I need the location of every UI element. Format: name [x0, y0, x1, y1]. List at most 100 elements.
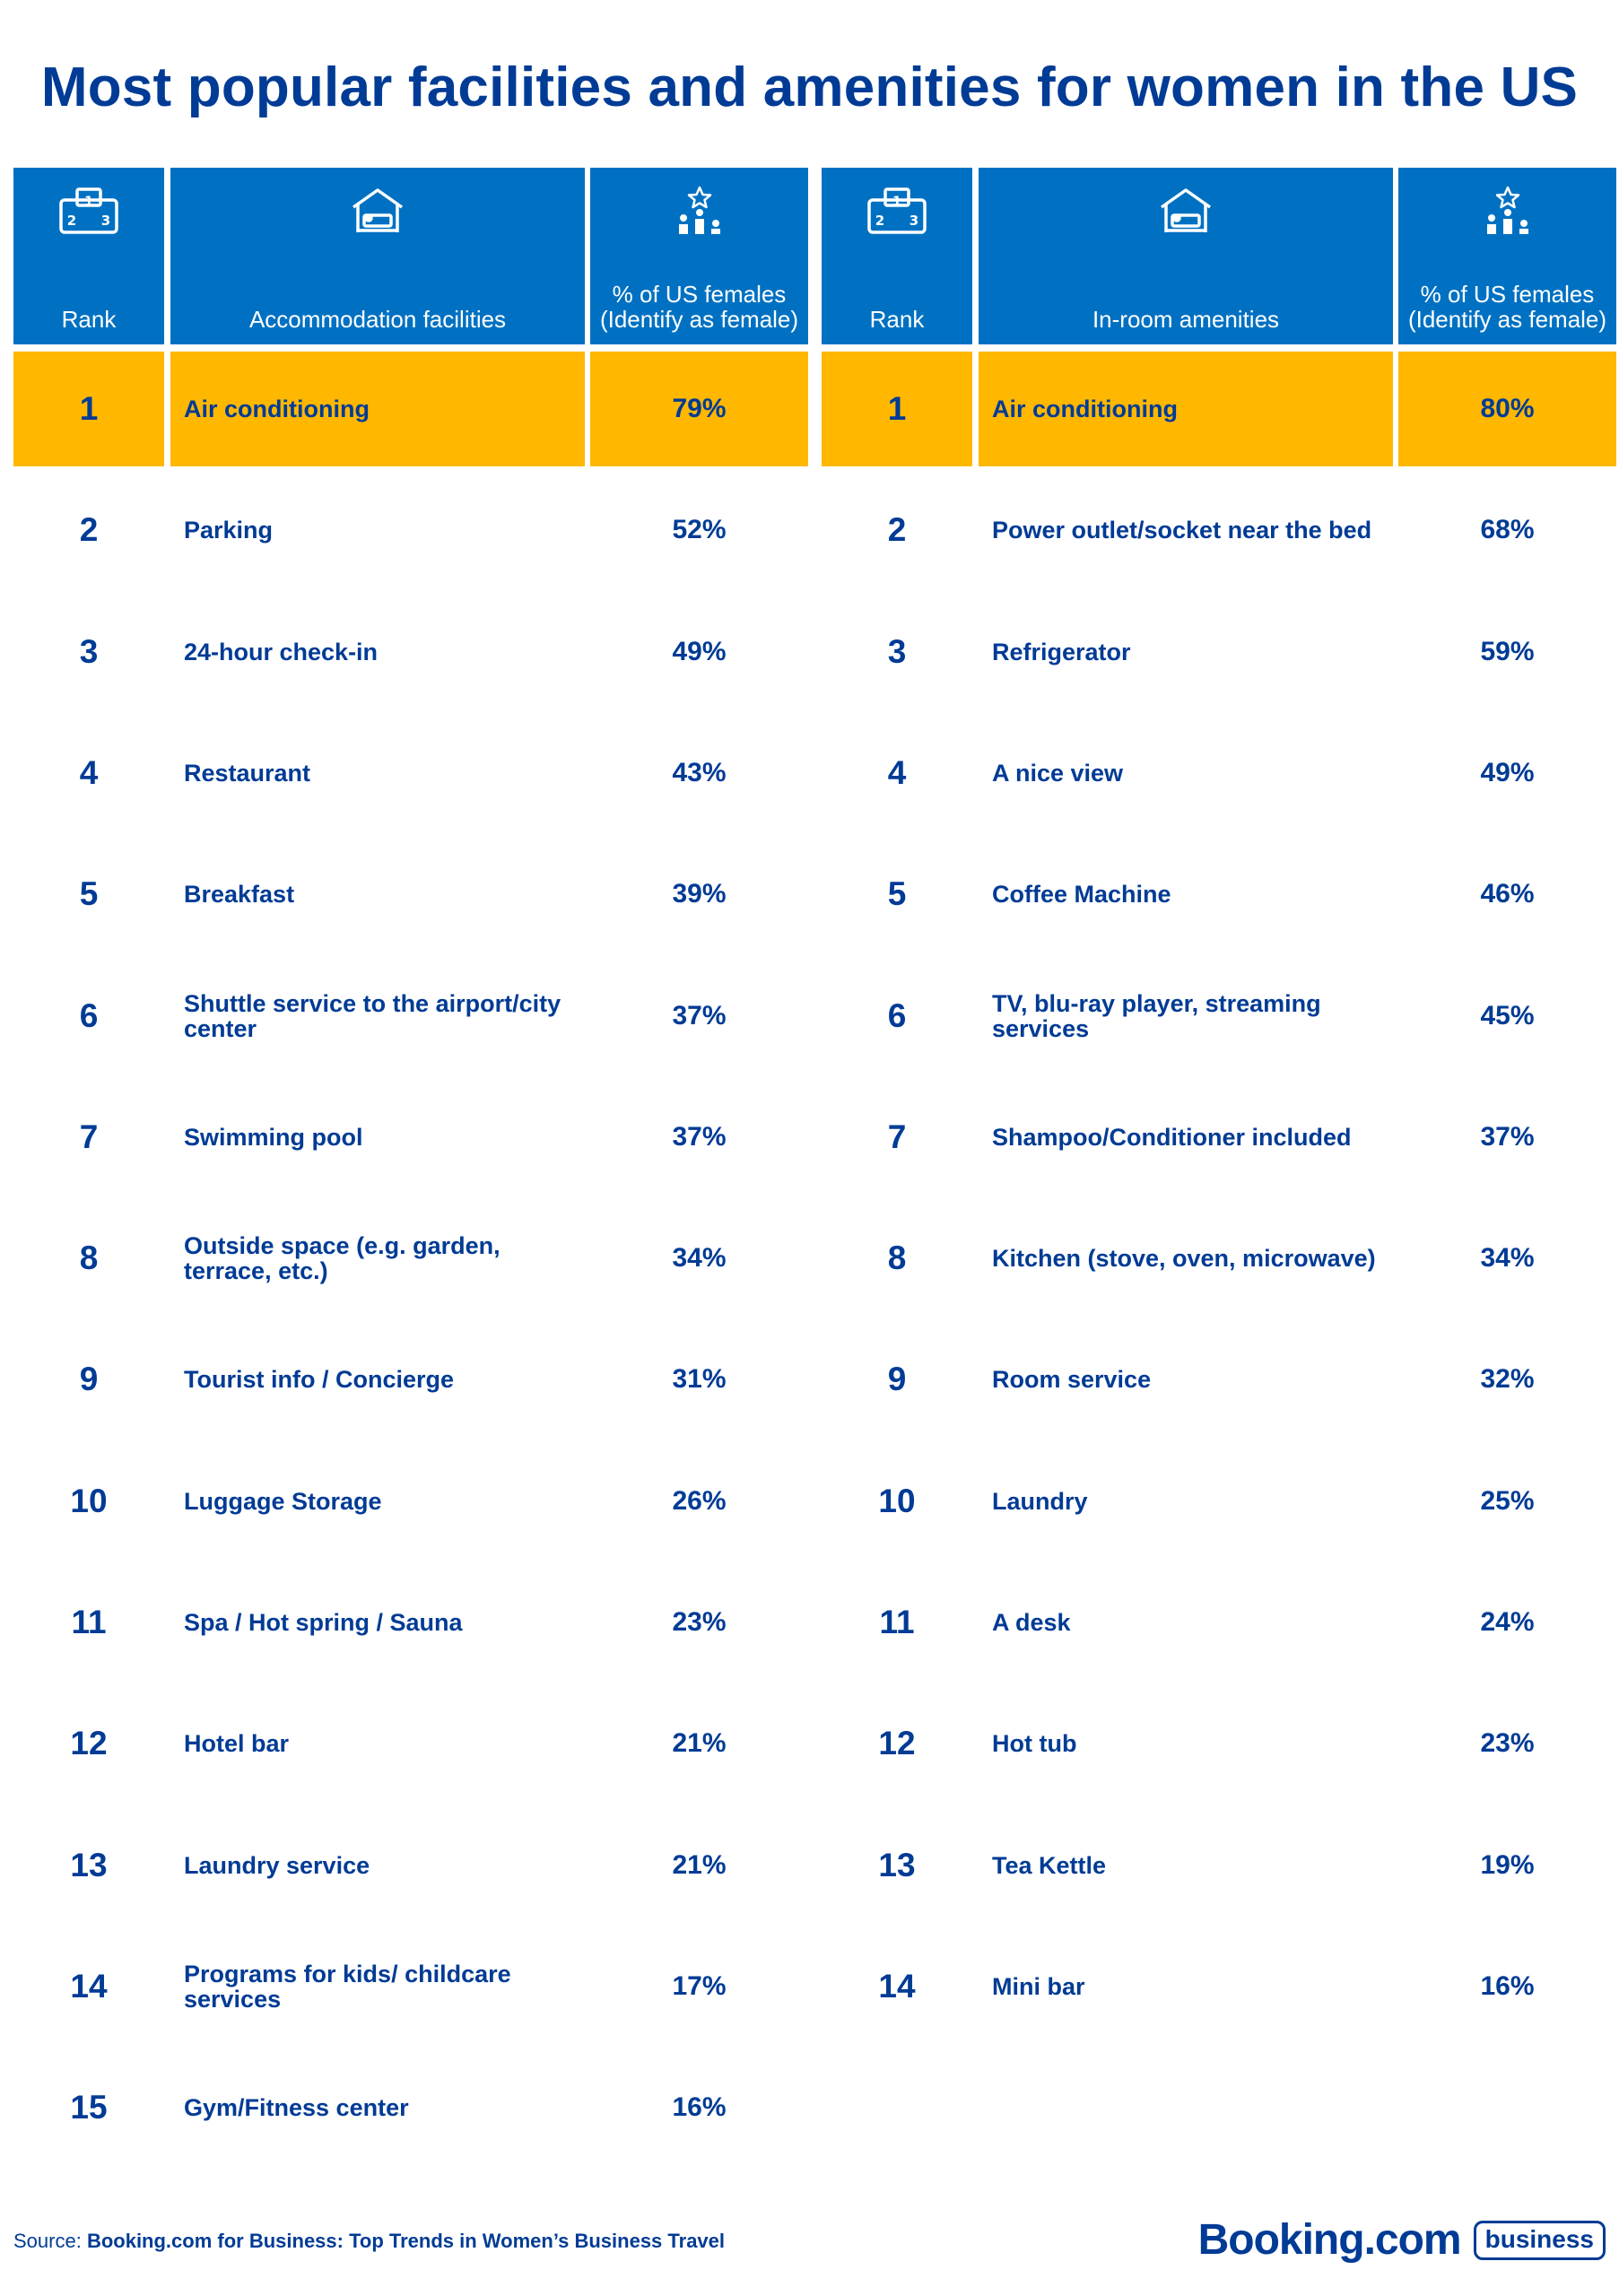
- item-name-cell: Hotel bar: [184, 1730, 290, 1757]
- item-name-cell: Luggage Storage: [184, 1488, 382, 1515]
- rank-cell: 2: [79, 511, 99, 548]
- item-name-cell: Air conditioning: [170, 352, 585, 466]
- rank-cell: 14: [878, 1968, 916, 2005]
- percent-cell: 49%: [1480, 758, 1535, 787]
- item-name-cell: A nice view: [992, 760, 1124, 787]
- item-name-cell: A desk: [992, 1609, 1071, 1636]
- rank-cell: 7: [887, 1118, 907, 1155]
- item-name-cell: Spa / Hot spring / Sauna: [184, 1609, 463, 1636]
- rank-cell: 11: [879, 1604, 915, 1640]
- item-name-cell: Swimming pool: [184, 1124, 363, 1151]
- percent-cell: 25%: [1480, 1486, 1535, 1516]
- column-header: % of US females (Identify as female): [590, 168, 808, 344]
- source-text: Booking.com for Business: Top Trends in …: [86, 2230, 726, 2252]
- hotel-bed-icon: [1158, 186, 1214, 240]
- column-header-label: % of US females (Identify as female): [599, 281, 799, 333]
- svg-text:1: 1: [892, 195, 901, 209]
- column-header-label: % of US females (Identify as female): [1407, 281, 1607, 333]
- percent-cell: 19%: [1480, 1850, 1535, 1880]
- percent-cell: 32%: [1480, 1364, 1535, 1394]
- item-name-cell: Gym/Fitness center: [184, 2094, 409, 2121]
- percent-cell: 37%: [672, 1122, 727, 1152]
- rank-cell: 11: [71, 1604, 107, 1640]
- brand-name: Booking.com: [1197, 2216, 1462, 2264]
- rank-cell: 3: [887, 633, 907, 670]
- item-name-cell: Refrigerator: [992, 639, 1131, 665]
- percent-cell: 21%: [672, 1728, 727, 1758]
- item-name-cell: Tea Kettle: [992, 1852, 1107, 1879]
- rank-cell: 14: [70, 1968, 108, 2005]
- rank-cell: 13: [70, 1847, 108, 1883]
- item-name-cell: Coffee Machine: [992, 881, 1171, 908]
- percent-cell: 34%: [672, 1243, 727, 1273]
- rank-cell: 5: [79, 875, 99, 912]
- rank-cell: 7: [79, 1118, 99, 1155]
- rank-cell: 12: [878, 1725, 916, 1761]
- percent-cell: 59%: [1480, 637, 1535, 666]
- rank-cell: 13: [878, 1847, 916, 1883]
- percent-cell: 68%: [1480, 515, 1535, 544]
- booking-business-logo: Booking.com business: [1198, 2215, 1606, 2265]
- svg-text:3: 3: [910, 213, 918, 229]
- rank-cell: 9: [79, 1361, 99, 1397]
- percent-cell: 23%: [1480, 1728, 1535, 1758]
- rank-cell: 9: [887, 1361, 907, 1397]
- percent-cell: 31%: [672, 1364, 727, 1394]
- rank-cell: 10: [878, 1483, 916, 1519]
- column-header-label: Rank: [61, 306, 117, 333]
- rank-cell: 2: [887, 511, 907, 548]
- percent-cell: 45%: [1480, 1001, 1535, 1031]
- percent-cell: 52%: [672, 515, 727, 544]
- percent-cell: 16%: [672, 2092, 727, 2122]
- item-name-cell: Shuttle service to the airport/city cent…: [184, 990, 561, 1042]
- percent-cell: 34%: [1480, 1243, 1535, 1273]
- column-header-label: In-room amenities: [1092, 306, 1280, 333]
- podium-star-icon: [1481, 186, 1535, 240]
- rank-cell: 10: [70, 1483, 108, 1519]
- percent-cell: 24%: [1480, 1607, 1535, 1637]
- item-name-cell: Parking: [184, 517, 274, 544]
- percent-cell: 79%: [590, 352, 808, 466]
- percent-cell: 49%: [672, 637, 727, 666]
- rank-cell: 8: [887, 1239, 907, 1276]
- source-note: Source: Booking.com for Business: Top Tr…: [13, 2230, 725, 2253]
- svg-text:3: 3: [101, 213, 110, 229]
- item-name-cell: Mini bar: [992, 1973, 1085, 2000]
- item-name-cell: Room service: [992, 1366, 1152, 1393]
- rank-cell: 6: [79, 997, 99, 1034]
- rank-cell: 5: [887, 875, 907, 912]
- item-name-cell: Air conditioning: [979, 352, 1393, 466]
- source-label: Source:: [13, 2230, 87, 2252]
- percent-cell: 46%: [1480, 879, 1535, 909]
- rank-cell: 1: [13, 352, 164, 466]
- brand-badge: business: [1473, 2220, 1606, 2260]
- percent-cell: 37%: [1480, 1122, 1535, 1152]
- item-name-cell: Kitchen (stove, oven, microwave): [992, 1245, 1376, 1272]
- rank-cell: 6: [887, 997, 907, 1034]
- rank-cell: 3: [79, 633, 99, 670]
- rank-cell: 15: [70, 2089, 108, 2126]
- page-title: Most popular facilities and amenities fo…: [40, 57, 1579, 118]
- column-header-label: Rank: [869, 306, 925, 333]
- item-name-cell: Restaurant: [184, 760, 311, 787]
- item-name-cell: Laundry service: [184, 1852, 370, 1879]
- percent-cell: 16%: [1480, 1971, 1535, 2001]
- percent-cell: 26%: [672, 1486, 727, 1516]
- rank-cell: 4: [79, 754, 99, 791]
- column-header: 1 2 3 Rank: [13, 168, 164, 344]
- column-header: Accommodation facilities: [170, 168, 585, 344]
- column-header: 1 2 3 Rank: [822, 168, 972, 344]
- percent-cell: 43%: [672, 758, 727, 787]
- item-name-cell: Breakfast: [184, 881, 295, 908]
- item-name-cell: Outside space (e.g. garden, terrace, etc…: [184, 1232, 500, 1284]
- item-name-cell: Hot tub: [992, 1730, 1077, 1757]
- rank-cell: 4: [887, 754, 907, 791]
- item-name-cell: Power outlet/socket near the bed: [992, 517, 1372, 544]
- percent-cell: 80%: [1398, 352, 1616, 466]
- item-name-cell: TV, blu-ray player, streaming services: [992, 990, 1321, 1042]
- rank-cell: 12: [70, 1725, 108, 1761]
- percent-cell: 39%: [672, 879, 727, 909]
- rank-cell: 8: [79, 1239, 99, 1276]
